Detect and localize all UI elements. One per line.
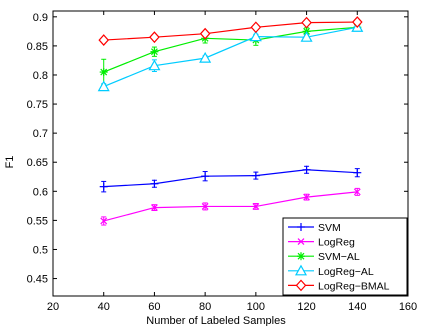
legend-label: LogReg−AL: [318, 266, 374, 278]
data-point: [252, 203, 260, 210]
data-point: [151, 204, 158, 212]
data-point: [251, 171, 260, 180]
legend-entry: LogReg−AL: [288, 264, 374, 278]
x-tick-label: 40: [98, 301, 110, 313]
x-tick-label: 80: [199, 301, 211, 313]
data-point: [99, 182, 108, 191]
series-4: [98, 16, 363, 46]
y-tick-label: 0.9: [33, 12, 48, 24]
legend-box: [282, 217, 408, 296]
legend-label: SVM−AL: [318, 251, 360, 263]
data-point: [199, 27, 211, 40]
data-point: [98, 34, 110, 46]
x-tick-label: 60: [148, 301, 160, 313]
y-tick-label: 0.5: [33, 244, 48, 256]
data-point: [249, 30, 262, 42]
data-point: [351, 16, 363, 28]
x-tick-label: 100: [247, 301, 265, 313]
axes-frame: [52, 10, 409, 297]
series-line: [103, 26, 358, 88]
series-1: [100, 187, 361, 226]
series-line: [103, 21, 358, 41]
series-0: [99, 165, 362, 193]
series-line: [103, 26, 358, 73]
legend-label: LogReg: [318, 237, 355, 249]
legend-label: SVM: [318, 222, 341, 234]
data-point: [250, 21, 262, 34]
legend-entry: LogReg−BMAL: [288, 279, 390, 292]
data-point: [148, 59, 161, 71]
data-point: [302, 165, 311, 174]
legend-marker: [297, 238, 305, 246]
data-point: [99, 68, 108, 77]
legend: SVM LogReg SVM−AL LogReg−AL LogReg−BMAL: [282, 217, 408, 296]
data-point: [199, 51, 212, 63]
y-tick-label: 0.85: [27, 41, 48, 53]
legend-marker: [297, 252, 305, 261]
data-point: [150, 179, 159, 188]
data-point: [149, 31, 160, 44]
series-3: [97, 21, 364, 92]
x-tick-label: 20: [47, 301, 59, 313]
data-point: [300, 30, 313, 42]
data-point: [353, 188, 361, 196]
legend-label: LogReg−BMAL: [318, 280, 390, 292]
y-tick-label: 0.65: [27, 157, 48, 169]
y-tick-label: 0.55: [27, 215, 48, 227]
y-tick-label: 0.45: [27, 274, 48, 286]
plot-area: 20 40 60 80 100 120 140 160 0.45 0.5 0.55 0.6 0.65 0.…: [27, 10, 417, 313]
x-tick-label: 160: [399, 301, 417, 313]
legend-marker: [297, 223, 305, 231]
legend-entry: SVM: [288, 222, 341, 234]
y-tick-label: 0.8: [33, 70, 48, 82]
data-point: [150, 47, 159, 56]
data-point: [303, 193, 310, 201]
x-tick-label: 120: [297, 301, 315, 313]
y-tick-label: 0.75: [27, 99, 48, 111]
data-point: [353, 168, 362, 177]
x-axis-label: Number of Labeled Samples: [146, 315, 286, 326]
x-tick-label: 140: [348, 301, 366, 313]
legend-entry: LogReg: [288, 237, 355, 249]
data-point: [301, 16, 312, 29]
data-point: [201, 203, 209, 210]
data-point: [100, 217, 108, 225]
data-point: [201, 172, 210, 181]
legend-marker: [294, 264, 308, 276]
y-axis-label: F1: [4, 156, 16, 169]
y-tick-label: 0.6: [33, 186, 48, 198]
legend-marker: [295, 279, 307, 292]
legend-entry: SVM−AL: [288, 251, 360, 263]
y-tick-label: 0.7: [33, 128, 48, 140]
series-line: [103, 191, 358, 222]
series-2: [99, 23, 362, 86]
series-line: [103, 169, 358, 188]
data-point: [97, 80, 110, 92]
